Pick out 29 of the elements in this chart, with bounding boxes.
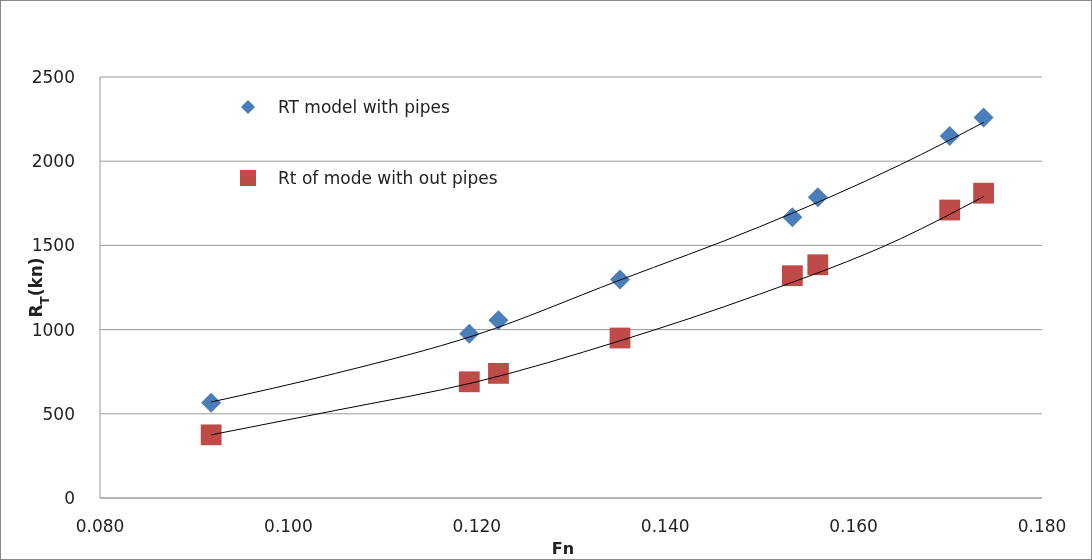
point bbox=[939, 125, 960, 146]
point bbox=[939, 199, 961, 221]
point bbox=[458, 371, 480, 393]
x-tick-label: 0.140 bbox=[640, 516, 690, 536]
y-tick-label: 2000 bbox=[31, 151, 75, 172]
point bbox=[609, 269, 630, 290]
point bbox=[973, 107, 994, 128]
point bbox=[488, 362, 509, 384]
x-tick-label: 0.120 bbox=[452, 516, 502, 536]
y-tick-label: 500 bbox=[42, 403, 75, 424]
point bbox=[488, 310, 509, 331]
point bbox=[781, 265, 803, 287]
y-tick-label: 1000 bbox=[31, 319, 75, 340]
point bbox=[200, 424, 222, 446]
x-tick-label: 0.080 bbox=[75, 516, 125, 536]
point bbox=[459, 323, 480, 344]
y-tick-label: 2500 bbox=[31, 66, 75, 87]
legend-label: Rt of mode with out pipes bbox=[278, 167, 498, 188]
x-tick-label: 0.180 bbox=[1017, 516, 1067, 536]
y-tick-label: 0 bbox=[64, 487, 75, 508]
y-tick-label: 1500 bbox=[31, 235, 75, 256]
x-tick-label: 0.100 bbox=[264, 516, 313, 536]
x-axis-title: Fn bbox=[551, 539, 575, 558]
point bbox=[973, 182, 994, 204]
x-tick-label: 0.160 bbox=[829, 516, 878, 536]
point bbox=[807, 254, 829, 276]
point bbox=[807, 187, 828, 208]
legend-label: RT model with pipes bbox=[278, 96, 450, 117]
point bbox=[201, 392, 222, 413]
